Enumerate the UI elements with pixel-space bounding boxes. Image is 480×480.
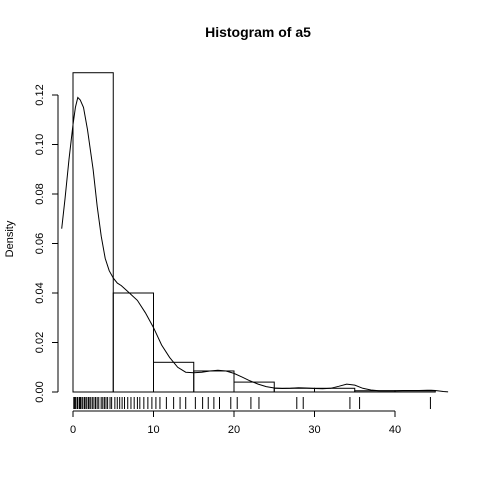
y-axis: 0.00 0.02 0.04 0.06 0.08 0.10 0.12: [34, 84, 59, 403]
y-tick-label: 0.10: [34, 134, 46, 155]
histogram-bars: [72, 72, 436, 393]
histogram-bar-1: [72, 72, 114, 393]
histogram-bar-3: [153, 361, 195, 393]
x-tick-label: 30: [308, 424, 320, 436]
x-tick-label: 40: [389, 424, 401, 436]
x-tick-label: 10: [147, 424, 159, 436]
chart-title: Histogram of a5: [205, 24, 311, 40]
y-axis-label: Density: [4, 220, 16, 257]
rug-marks: [73, 397, 431, 409]
y-tick-label: 0.04: [34, 282, 46, 303]
x-tick-label: 20: [228, 424, 240, 436]
y-tick-label: 0.08: [34, 183, 46, 204]
histogram-bar-4: [193, 370, 235, 393]
density-curve: [61, 96, 449, 393]
y-tick-label: 0.06: [34, 233, 46, 254]
histogram-bar-7: [314, 387, 356, 393]
y-tick-label: 0.12: [34, 84, 46, 105]
x-tick-label: 0: [70, 424, 76, 436]
x-axis: 0 10 20 30 40: [70, 410, 401, 436]
histogram-bar-2: [112, 292, 154, 393]
y-tick-label: 0.00: [34, 381, 46, 402]
y-tick-label: 0.02: [34, 332, 46, 353]
